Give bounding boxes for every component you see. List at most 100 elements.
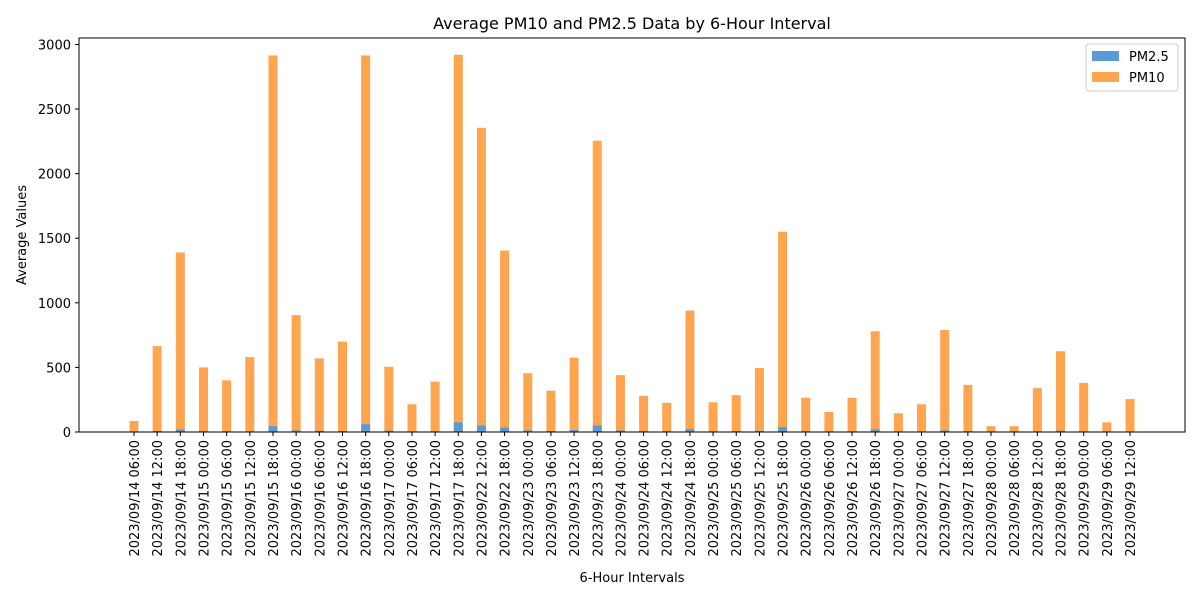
bar-pm10 <box>407 404 417 432</box>
x-tick-label: 2023/09/27 12:00 <box>939 440 954 557</box>
x-tick-label: 2023/09/26 00:00 <box>800 440 815 557</box>
x-tick-label: 2023/09/24 00:00 <box>614 440 629 557</box>
x-tick-label: 2023/09/28 00:00 <box>985 440 1000 557</box>
bar-pm10 <box>569 357 579 432</box>
bar-pm10 <box>824 411 834 432</box>
bar-pm25 <box>314 430 324 432</box>
x-tick-label: 2023/09/28 06:00 <box>1008 440 1023 557</box>
x-tick-label: 2023/09/17 12:00 <box>429 440 444 557</box>
x-tick-label: 2023/09/28 18:00 <box>1055 440 1070 557</box>
bar-pm10 <box>546 390 556 432</box>
bar-pm10 <box>847 397 857 432</box>
x-tick-label: 2023/09/29 12:00 <box>1124 440 1139 557</box>
x-tick-label: 2023/09/26 12:00 <box>846 440 861 557</box>
bar-pm25 <box>615 430 625 432</box>
bar-pm25 <box>778 427 788 432</box>
y-tick-label: 1000 <box>38 297 71 312</box>
x-tick-label: 2023/09/14 12:00 <box>151 440 166 557</box>
bar-pm10 <box>1125 399 1135 432</box>
bar-pm25 <box>291 430 301 432</box>
bar-pm10 <box>291 315 301 432</box>
bar-pm10 <box>1056 351 1066 432</box>
bar-pm10 <box>523 373 533 432</box>
x-tick-label: 2023/09/17 06:00 <box>406 440 421 557</box>
bar-pm25 <box>337 430 347 432</box>
plot-frame <box>78 37 1186 433</box>
bar-pm10 <box>268 55 278 432</box>
bar-pm10 <box>175 252 185 432</box>
x-tick-label: 2023/09/17 18:00 <box>452 440 467 557</box>
bar-pm25 <box>523 430 533 432</box>
x-tick-label: 2023/09/25 00:00 <box>707 440 722 557</box>
bar-pm10 <box>592 140 602 432</box>
bar-pm10 <box>917 404 927 432</box>
bar-pm10 <box>129 421 139 432</box>
bar-pm10 <box>615 375 625 432</box>
bar-pm10 <box>337 341 347 432</box>
bar-pm10 <box>314 358 324 432</box>
bars <box>129 54 1135 432</box>
x-tick-label: 2023/09/16 18:00 <box>360 440 375 557</box>
x-tick-label: 2023/09/16 12:00 <box>336 440 351 557</box>
bar-pm10 <box>152 346 162 432</box>
bar-pm10 <box>893 413 903 432</box>
x-tick-label: 2023/09/26 06:00 <box>823 440 838 557</box>
bar-pm25 <box>384 430 394 432</box>
bar-pm10 <box>1102 422 1112 432</box>
bar-pm25 <box>592 425 602 432</box>
x-tick-label: 2023/09/25 18:00 <box>777 440 792 557</box>
legend-swatch-pm25 <box>1092 51 1119 61</box>
x-tick-label: 2023/09/15 00:00 <box>197 440 212 557</box>
x-tick-label: 2023/09/17 00:00 <box>383 440 398 557</box>
bar-pm25 <box>175 429 185 432</box>
bar-pm10 <box>361 55 371 432</box>
x-tick-label: 2023/09/16 00:00 <box>290 440 305 557</box>
bar-pm25 <box>940 430 950 432</box>
bar-pm10 <box>245 357 255 432</box>
x-tick-label: 2023/09/22 18:00 <box>499 440 514 557</box>
x-tick-label: 2023/09/25 12:00 <box>753 440 768 557</box>
x-tick-label: 2023/09/24 18:00 <box>684 440 699 557</box>
x-axis-title: 6-Hour Intervals <box>580 571 685 586</box>
x-tick-label: 2023/09/28 12:00 <box>1031 440 1046 557</box>
bar-pm25 <box>268 426 278 432</box>
bar-pm25 <box>870 429 880 432</box>
bar-pm10 <box>963 384 973 432</box>
y-tick-label: 1500 <box>38 232 71 247</box>
x-tick-label: 2023/09/27 06:00 <box>916 440 931 557</box>
bar-pm10 <box>778 231 788 432</box>
y-tick-label: 2500 <box>38 103 71 118</box>
bar-pm10 <box>986 426 996 432</box>
x-tick-label: 2023/09/26 18:00 <box>869 440 884 557</box>
bar-pm25 <box>476 425 486 432</box>
bar-pm10 <box>731 395 741 432</box>
x-tick-label: 2023/09/27 00:00 <box>892 440 907 557</box>
x-tick-label: 2023/09/14 06:00 <box>128 440 143 557</box>
x-tick-label: 2023/09/23 18:00 <box>591 440 606 557</box>
bar-pm25 <box>1056 430 1066 432</box>
x-tick-label: 2023/09/23 00:00 <box>522 440 537 557</box>
legend-swatch-pm10 <box>1092 72 1119 82</box>
bar-pm25 <box>546 430 556 432</box>
bar-pm10 <box>662 402 672 432</box>
bar-pm25 <box>569 430 579 432</box>
bar-pm10 <box>430 381 440 432</box>
chart-title: Average PM10 and PM2.5 Data by 6-Hour In… <box>433 14 831 33</box>
x-tick-label: 2023/09/15 18:00 <box>267 440 282 557</box>
legend-label-pm10: PM10 <box>1129 71 1165 86</box>
bar-pm10 <box>222 380 232 432</box>
bar-pm10 <box>1079 382 1089 432</box>
bar-pm10 <box>384 366 394 432</box>
bar-pm25 <box>152 430 162 432</box>
legend-label-pm25: PM2.5 <box>1129 50 1169 65</box>
x-tick-label: 2023/09/24 06:00 <box>638 440 653 557</box>
bar-pm10 <box>1032 388 1042 432</box>
x-tick-label: 2023/09/22 12:00 <box>475 440 490 557</box>
x-tick-label: 2023/09/25 06:00 <box>730 440 745 557</box>
x-axis: 2023/09/14 06:00 2023/09/14 12:00 2023/09/… <box>128 432 1139 557</box>
bar-pm10 <box>639 395 649 432</box>
x-tick-label: 2023/09/24 12:00 <box>661 440 676 557</box>
y-axis-title: Average Values <box>15 185 30 285</box>
x-tick-label: 2023/09/29 06:00 <box>1101 440 1116 557</box>
bar-pm10 <box>453 54 463 432</box>
